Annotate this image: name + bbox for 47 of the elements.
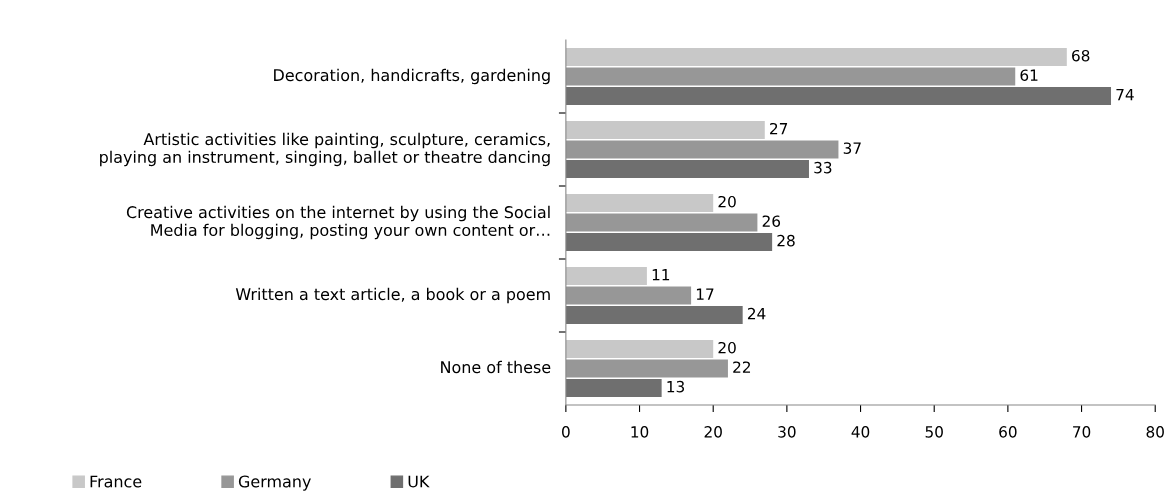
data-label: 74	[1116, 89, 1134, 101]
data-label: 24	[747, 307, 766, 320]
bar	[565, 359, 728, 378]
x-tick-label: 80	[1146, 426, 1164, 438]
data-label: 17	[696, 288, 714, 300]
y-tick-label: None of these	[441, 360, 551, 374]
bar	[565, 340, 714, 358]
bar	[565, 267, 647, 285]
data-label: 26	[762, 215, 781, 227]
x-tick-label: 10	[631, 426, 649, 438]
bar	[565, 286, 692, 305]
bar	[565, 87, 1112, 105]
bar	[565, 194, 714, 212]
bar	[565, 160, 809, 178]
data-label: 68	[1072, 49, 1090, 62]
x-tick-label: 30	[778, 426, 796, 438]
y-tick-label: Creative activities on the internet by using the Social Media for blogging, posting your own content or…	[126, 205, 550, 240]
bar	[565, 140, 839, 159]
data-label: 20	[718, 341, 736, 354]
legend-label: UK	[408, 475, 430, 488]
bar	[565, 233, 773, 251]
data-label: 28	[777, 234, 795, 247]
bar	[565, 379, 662, 397]
bar	[565, 67, 1016, 86]
data-label: 22	[733, 361, 751, 373]
data-label: 37	[843, 142, 861, 154]
legend-label: France	[90, 475, 142, 488]
data-label: 13	[667, 380, 685, 393]
x-tick-label: 0	[562, 426, 570, 438]
y-tick-label: Written a text article, a book or a poem	[235, 287, 550, 304]
bar	[565, 213, 758, 232]
data-label: 20	[718, 195, 736, 208]
y-tick-label: Decoration, handicrafts, gardening	[274, 68, 550, 85]
x-tick-label: 40	[851, 426, 870, 438]
y-tick-label: Artistic activities like painting, sculpture, ceramics, playing an instrument, singing, ballet or theatre dancing	[100, 132, 550, 167]
x-tick-label: 20	[704, 426, 722, 438]
x-tick-label: 60	[999, 426, 1017, 438]
bar	[565, 48, 1067, 66]
data-label: 61	[1020, 69, 1038, 81]
data-label: 27	[770, 122, 788, 135]
x-tick-label: 70	[1073, 426, 1091, 438]
x-tick-label: 50	[925, 426, 943, 438]
legend-label: Germany	[238, 475, 311, 491]
data-label: 33	[814, 161, 832, 174]
bar	[565, 306, 743, 324]
bar	[565, 121, 765, 139]
data-label: 11	[652, 269, 670, 281]
